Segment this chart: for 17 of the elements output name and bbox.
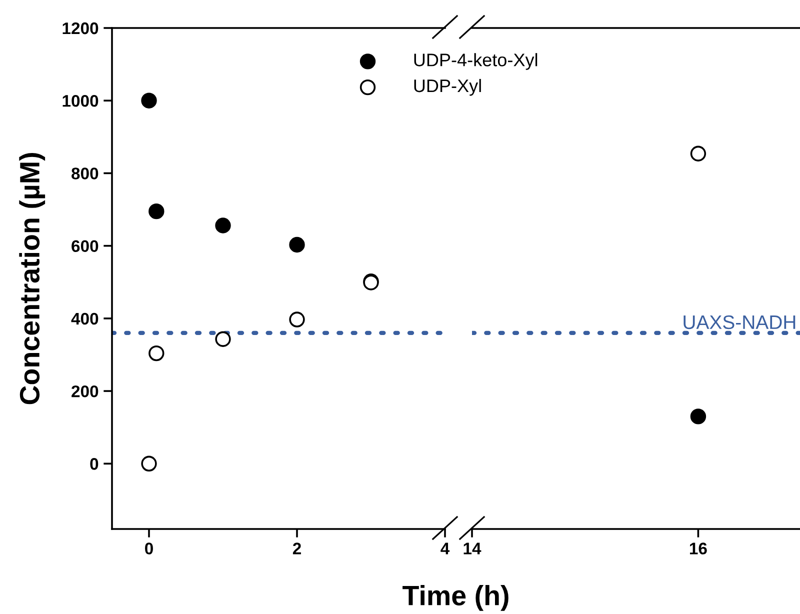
x-tick-label: 2 [292, 542, 301, 554]
ref-line-label: UAXS-NADH [684, 315, 796, 330]
x-tick-label: 4 [440, 542, 450, 554]
y-axis-title: Concentration (µM) [19, 153, 46, 404]
legend-label: UDP-4-keto-Xyl [414, 53, 538, 70]
y-tick-label: 400 [71, 312, 98, 325]
y-tick-label: 1200 [62, 22, 98, 34]
y-tick-label: 1000 [62, 95, 98, 107]
y-tick-label: 600 [72, 240, 98, 252]
x-tick-label: 14 [464, 542, 482, 554]
y-tick-label: 200 [72, 385, 98, 398]
x-tick-label: 16 [690, 542, 707, 554]
legend-label: UDP-Xyl [414, 78, 481, 96]
y-tick-label: 0 [90, 458, 98, 470]
x-tick-label: 0 [145, 542, 153, 554]
x-axis-title: Time (h) [402, 585, 508, 611]
y-tick-label: 800 [72, 168, 98, 180]
